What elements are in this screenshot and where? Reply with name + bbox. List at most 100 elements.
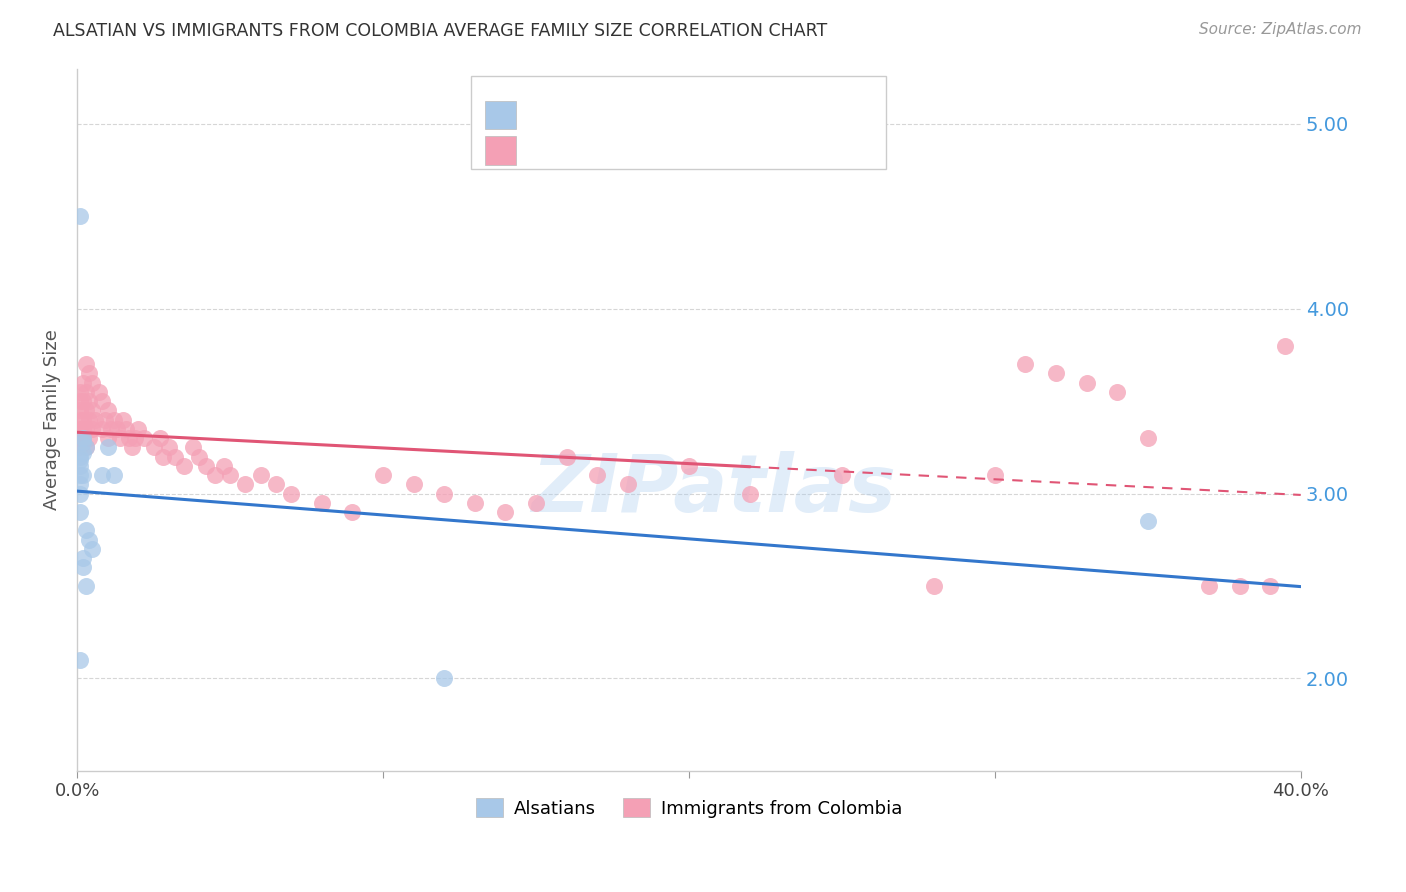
Point <box>1076 376 1098 390</box>
Point <box>115 422 138 436</box>
Point <box>922 579 945 593</box>
Point <box>1274 339 1296 353</box>
Point <box>93 412 115 426</box>
Point <box>1136 431 1159 445</box>
Point <box>72 560 94 574</box>
Point <box>108 431 131 445</box>
Text: R =: R = <box>530 103 569 121</box>
Point <box>79 367 101 381</box>
Text: ZIPatlas: ZIPatlas <box>531 450 896 529</box>
Point <box>149 431 172 445</box>
Point <box>69 653 91 667</box>
Point <box>464 496 486 510</box>
Point <box>72 468 94 483</box>
Point <box>616 477 638 491</box>
Text: -0.160: -0.160 <box>586 103 651 121</box>
Point <box>75 440 97 454</box>
Point <box>142 440 165 454</box>
Text: 83: 83 <box>717 139 742 157</box>
Point <box>72 434 94 449</box>
Point <box>111 412 134 426</box>
Point <box>72 412 94 426</box>
Point <box>984 468 1007 483</box>
Point <box>103 412 125 426</box>
Point <box>163 450 186 464</box>
Point <box>118 431 141 445</box>
Point <box>72 431 94 445</box>
Point <box>100 422 122 436</box>
Point <box>249 468 271 483</box>
Point <box>72 422 94 436</box>
Point <box>69 384 91 399</box>
Point <box>97 431 120 445</box>
Point <box>212 458 235 473</box>
Point <box>831 468 853 483</box>
Point <box>219 468 242 483</box>
Point <box>90 422 112 436</box>
Point <box>75 403 97 417</box>
Text: -0.419: -0.419 <box>586 139 651 157</box>
Point <box>69 412 91 426</box>
Text: ALSATIAN VS IMMIGRANTS FROM COLOMBIA AVERAGE FAMILY SIZE CORRELATION CHART: ALSATIAN VS IMMIGRANTS FROM COLOMBIA AVE… <box>53 22 828 40</box>
Point <box>72 394 94 409</box>
Point <box>157 440 180 454</box>
Legend: Alsatians, Immigrants from Colombia: Alsatians, Immigrants from Colombia <box>468 791 910 825</box>
Point <box>82 541 104 556</box>
Point <box>69 403 91 417</box>
Point <box>69 422 91 436</box>
Point <box>264 477 287 491</box>
Point <box>124 431 146 445</box>
Point <box>79 394 101 409</box>
Point <box>97 440 120 454</box>
Point <box>75 579 97 593</box>
Point <box>433 486 456 500</box>
Point <box>69 440 91 454</box>
Point <box>72 376 94 390</box>
Point <box>69 458 91 473</box>
Point <box>555 450 578 464</box>
Point <box>72 551 94 566</box>
Point <box>1107 384 1129 399</box>
Text: R =: R = <box>530 139 569 157</box>
Point <box>678 458 700 473</box>
Point <box>90 394 112 409</box>
Point <box>69 431 91 445</box>
Text: N =: N = <box>664 139 703 157</box>
Point <box>69 486 91 500</box>
Text: Source: ZipAtlas.com: Source: ZipAtlas.com <box>1198 22 1361 37</box>
Point <box>69 468 91 483</box>
Point <box>69 394 91 409</box>
Point <box>75 440 97 454</box>
Point <box>342 505 364 519</box>
Point <box>402 477 425 491</box>
Point <box>69 453 91 467</box>
Point <box>1258 579 1281 593</box>
Point <box>121 440 143 454</box>
Y-axis label: Average Family Size: Average Family Size <box>44 329 60 510</box>
Point <box>311 496 333 510</box>
Point <box>103 468 125 483</box>
Point <box>183 440 205 454</box>
Point <box>87 384 110 399</box>
Point <box>152 450 174 464</box>
Point <box>75 384 97 399</box>
Point <box>82 376 104 390</box>
Point <box>738 486 761 500</box>
Point <box>69 210 91 224</box>
Point <box>75 357 97 371</box>
Point <box>105 422 128 436</box>
Point <box>75 524 97 538</box>
Point <box>173 458 195 473</box>
Point <box>84 412 107 426</box>
Point <box>134 431 156 445</box>
Point <box>433 671 456 685</box>
Point <box>127 422 149 436</box>
Point <box>204 468 226 483</box>
Point <box>69 505 91 519</box>
Point <box>233 477 256 491</box>
Point <box>1229 579 1251 593</box>
Point <box>90 468 112 483</box>
Point <box>72 446 94 460</box>
Point <box>72 431 94 445</box>
Point <box>1136 514 1159 528</box>
